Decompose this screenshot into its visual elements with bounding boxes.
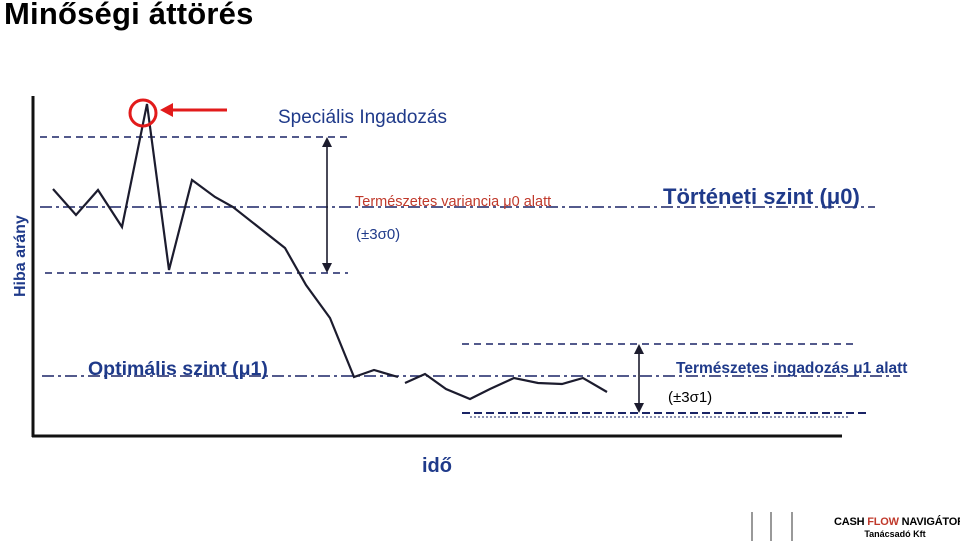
logo-wordmark: CASH FLOW NAVIGÁTOR: [834, 516, 960, 528]
special-variation-arrowhead: [160, 103, 173, 117]
historical-level-label: Történeti szint (μ0): [663, 184, 860, 209]
optimal-level-label: Optimális szint (μ1): [88, 358, 268, 380]
sigma0-label: (±3σ0): [356, 226, 401, 243]
natural-variation-mu1-label: Természetes ingadozás μ1 alatt: [676, 360, 908, 377]
company-logo: CASH FLOW NAVIGÁTOR Tanácsadó Kft: [834, 516, 960, 539]
y-axis-label: Hiba arány: [12, 215, 29, 297]
logo-word-navigator: NAVIGÁTOR: [898, 516, 960, 528]
logo-word-flow: FLOW: [867, 516, 899, 528]
sigma1-arrowhead-bottom: [634, 403, 644, 413]
sigma0-arrowhead-bottom: [322, 263, 332, 273]
sigma1-label: (±3σ1): [668, 389, 713, 406]
sigma1-arrowhead-top: [634, 344, 644, 354]
process-data-line-segment-2: [404, 372, 608, 401]
sigma0-arrowhead-top: [322, 137, 332, 147]
special-variation-circle: [128, 98, 158, 128]
special-variation-label: Speciális Ingadozás: [278, 107, 447, 128]
logo-subtitle: Tanácsadó Kft: [864, 529, 926, 539]
natural-variance-mu0-label: Természetes variancia μ0 alatt: [355, 194, 552, 210]
logo-word-cash: CASH: [834, 516, 868, 528]
page-title: Minőségi áttörés: [4, 0, 254, 31]
x-axis-label: idő: [422, 455, 452, 477]
process-data-line-segment-1: [52, 103, 399, 379]
